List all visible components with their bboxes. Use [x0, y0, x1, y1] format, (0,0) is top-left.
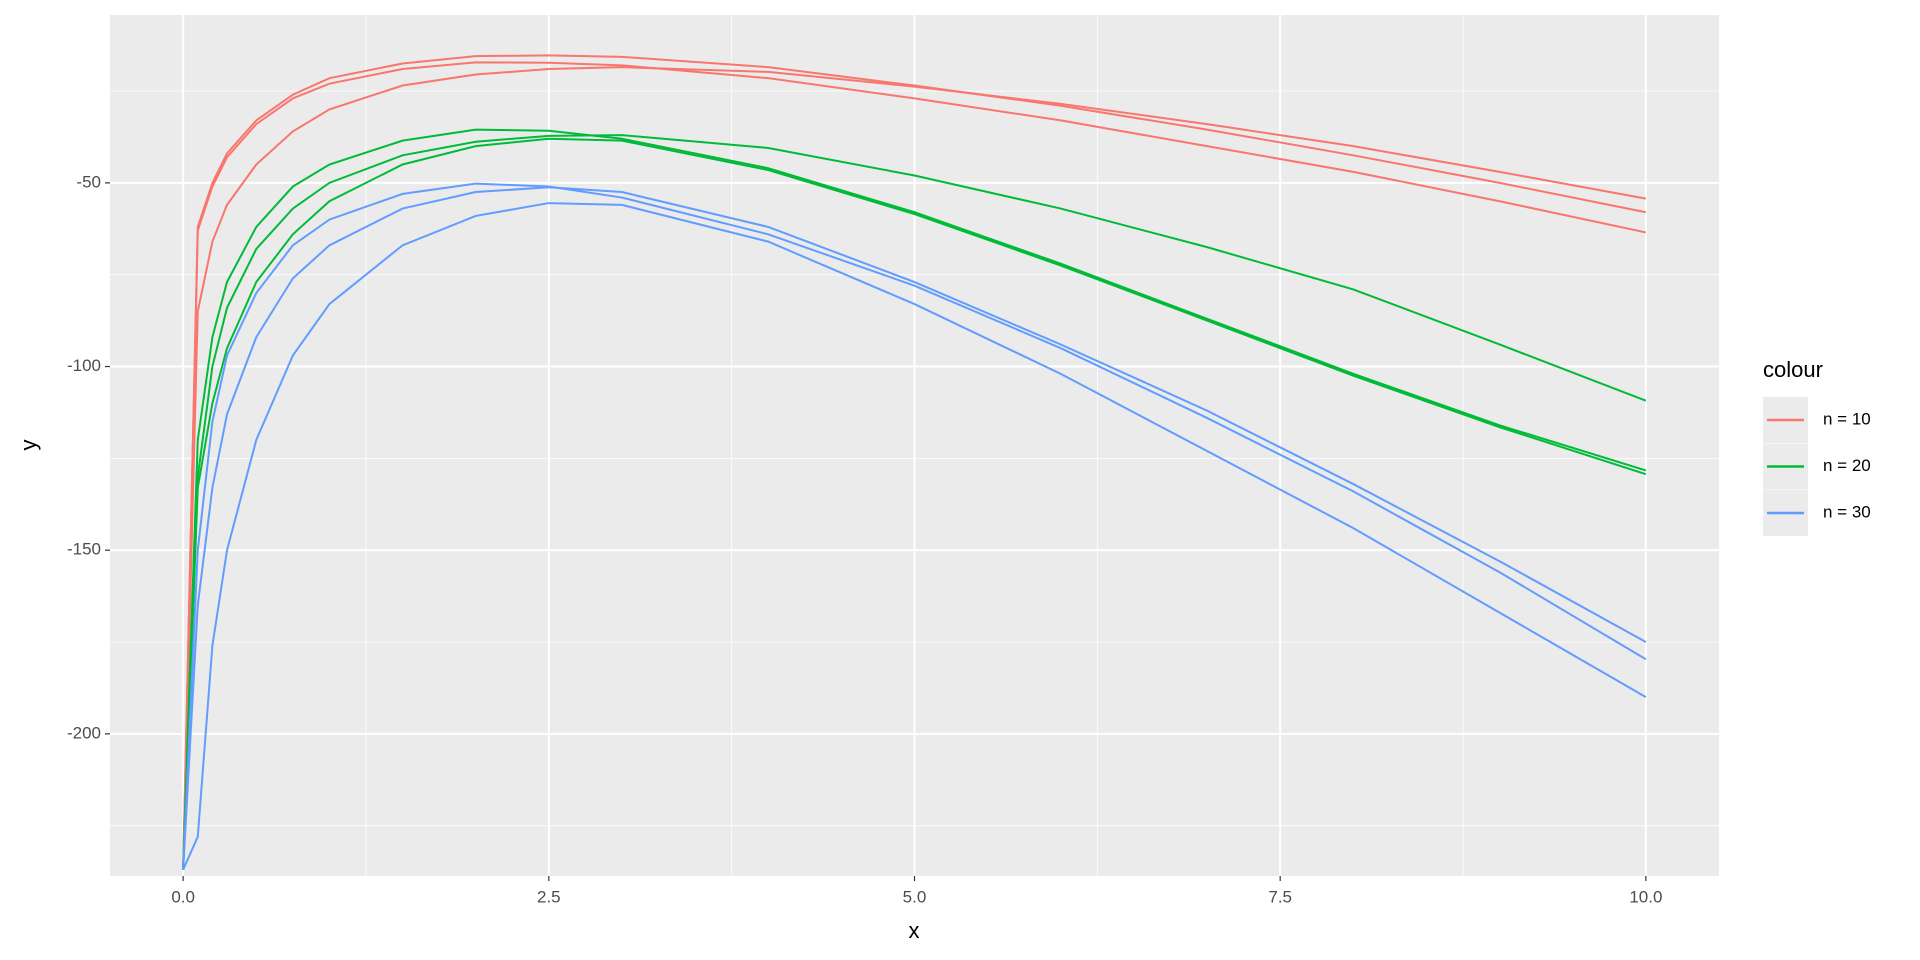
- y-axis-title: y: [16, 440, 41, 451]
- series-line: [182, 54, 1647, 870]
- legend-title: colour: [1763, 357, 1823, 382]
- legend-label: n = 30: [1823, 502, 1871, 521]
- series-line: [182, 186, 1647, 870]
- x-tick-label: 0.0: [171, 887, 195, 906]
- series-line: [182, 134, 1647, 870]
- y-tick-label: -50: [76, 172, 101, 191]
- series-line: [182, 202, 1647, 871]
- y-tick-label: -200: [67, 723, 101, 742]
- y-tick-label: -150: [67, 540, 101, 559]
- series-line: [182, 66, 1647, 870]
- legend-label: n = 20: [1823, 456, 1871, 475]
- y-tick-label: -100: [67, 356, 101, 375]
- x-tick-label: 7.5: [1268, 887, 1292, 906]
- legend-label: n = 10: [1823, 409, 1871, 428]
- series-line: [182, 61, 1647, 870]
- series-line: [182, 182, 1647, 870]
- x-tick-label: 10.0: [1629, 887, 1662, 906]
- x-tick-label: 2.5: [537, 887, 561, 906]
- x-axis-title: x: [909, 918, 920, 943]
- series-line: [182, 128, 1647, 870]
- x-tick-label: 5.0: [903, 887, 927, 906]
- series-line: [182, 137, 1647, 870]
